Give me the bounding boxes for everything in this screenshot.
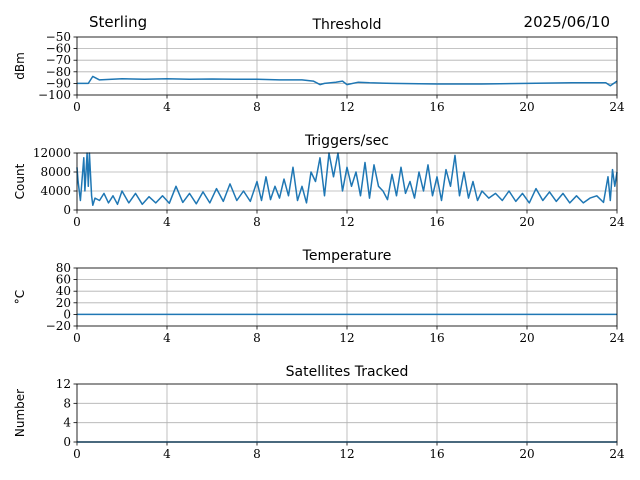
x-tick-label: 16: [429, 447, 444, 461]
plot-frame: [76, 383, 618, 443]
x-tick-label: 12: [339, 447, 354, 461]
site-name: Sterling: [89, 13, 148, 31]
plot-frame: [76, 36, 618, 96]
x-tick-label: 4: [163, 331, 171, 345]
y-axis-label: °C: [13, 290, 27, 304]
y-tick-label: 0: [63, 435, 71, 449]
plot-frame: [76, 267, 618, 327]
x-tick-label: 12: [339, 215, 354, 229]
y-tick-label: 8: [63, 396, 71, 410]
y-tick-label: 12: [56, 377, 71, 391]
x-tick-label: 20: [519, 447, 534, 461]
y-tick-label: 20: [56, 296, 71, 310]
y-tick-label: 12000: [33, 146, 71, 160]
y-tick-label: −60: [46, 42, 71, 56]
y-axis-label: Count: [13, 163, 27, 199]
y-tick-label: 4: [63, 416, 71, 430]
y-tick-label: −70: [46, 53, 71, 67]
chart-panel-1: Threshold dBm 0 4 8 12 16 20 24 −100−90−80−70−60−…: [13, 17, 625, 114]
x-tick-label: 24: [609, 100, 625, 114]
y-tick-label: 40: [56, 284, 71, 298]
y-tick-label: −90: [46, 76, 71, 90]
x-tick-label: 0: [73, 447, 81, 461]
data-series-line: [76, 152, 618, 207]
x-tick-label: 12: [339, 100, 354, 114]
y-tick-label: −100: [38, 88, 71, 102]
x-tick-label: 20: [519, 331, 534, 345]
y-tick-label: −80: [46, 65, 71, 79]
y-axis-label: Number: [13, 389, 27, 437]
x-tick-label: 0: [73, 100, 81, 114]
x-tick-label: 8: [253, 447, 261, 461]
chart-title: Temperature: [302, 248, 392, 264]
date-label: 2025/06/10: [523, 13, 610, 31]
y-tick-label: 60: [56, 273, 71, 287]
y-tick-label: 0: [63, 307, 71, 321]
y-tick-label: −20: [46, 319, 71, 333]
chart-title: Triggers/sec: [304, 133, 389, 149]
y-axis-label: dBm: [13, 52, 27, 80]
y-tick-label: 0: [63, 203, 71, 217]
x-tick-label: 16: [429, 215, 444, 229]
x-tick-label: 4: [163, 100, 171, 114]
x-tick-label: 24: [609, 447, 625, 461]
x-tick-label: 16: [429, 100, 444, 114]
x-tick-label: 8: [253, 100, 261, 114]
x-tick-label: 24: [609, 215, 625, 229]
x-tick-label: 0: [73, 331, 81, 345]
chart-title: Satellites Tracked: [286, 364, 409, 380]
chart-panel-2: Triggers/sec Count 0 4 8 12 16 20 24 0 4000 8000 120…: [13, 133, 625, 229]
x-tick-label: 20: [519, 100, 534, 114]
y-tick-label: 8000: [40, 165, 71, 179]
x-tick-label: 8: [253, 215, 261, 229]
x-tick-label: 20: [519, 215, 534, 229]
x-tick-label: 0: [73, 215, 81, 229]
y-tick-label: 4000: [40, 184, 71, 198]
x-tick-label: 4: [163, 447, 171, 461]
data-series-line: [77, 75, 618, 87]
x-tick-label: 8: [253, 331, 261, 345]
plot-frame: [76, 152, 618, 211]
y-tick-label: −50: [46, 30, 71, 44]
x-tick-label: 12: [339, 331, 354, 345]
x-tick-label: 24: [609, 331, 625, 345]
x-tick-label: 16: [429, 331, 444, 345]
chart-title: Threshold: [312, 17, 382, 33]
y-tick-label: 80: [56, 261, 71, 275]
x-tick-label: 4: [163, 215, 171, 229]
chart-panel-4: Satellites Tracked Number 0 4 8 12 16 20 24 0 4 8 12: [13, 364, 625, 461]
